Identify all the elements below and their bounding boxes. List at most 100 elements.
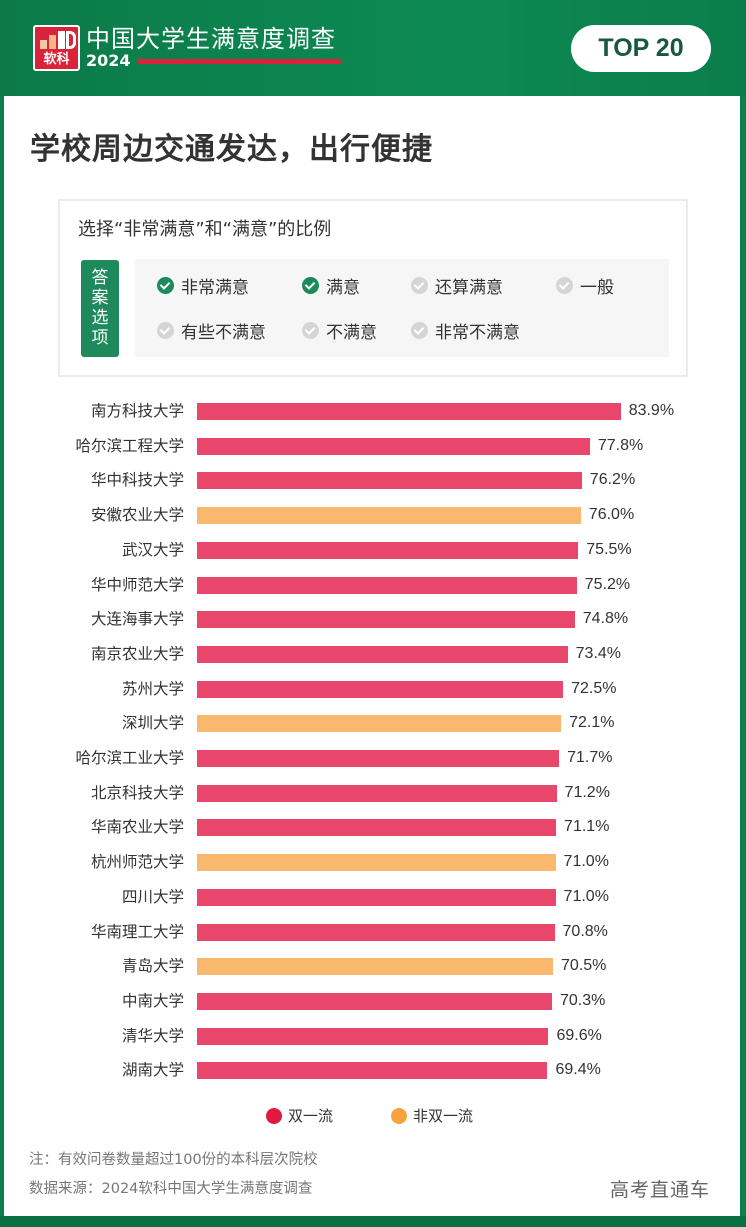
university-label: 华中师范大学	[90, 575, 184, 594]
chart-row: 安徽农业大学 76.0%	[0, 499, 746, 534]
legend-label: 双一流	[288, 1107, 334, 1125]
bar	[197, 680, 564, 698]
university-label: 哈尔滨工程大学	[75, 436, 184, 455]
option-very-satisfied: 非常满意	[157, 273, 249, 298]
value-label: 70.5%	[561, 957, 607, 975]
bar	[197, 437, 590, 455]
check-circle-icon	[411, 276, 428, 294]
value-label: 77.8%	[597, 436, 644, 454]
option-label: 不满意	[326, 322, 377, 343]
option-label: 非常满意	[181, 277, 249, 298]
value-label: 83.9%	[628, 402, 675, 419]
value-label: 75.2%	[584, 575, 631, 593]
value-label: 73.4%	[575, 644, 622, 662]
header-banner: 软科 中国大学生满意度调查 2024 TOP 20	[0, 0, 746, 96]
chart-row: 四川大学 71.0%	[0, 881, 746, 916]
value-label: 70.8%	[562, 922, 608, 940]
bar	[197, 888, 556, 906]
chart-row: 华中师范大学 75.2%	[0, 569, 746, 604]
logo-bar-icon	[58, 31, 65, 49]
value-label: 76.0%	[588, 506, 635, 524]
value-label: 75.5%	[586, 540, 632, 558]
bar	[197, 992, 552, 1010]
value-label: 76.2%	[589, 471, 636, 489]
logo-r-icon	[66, 31, 76, 49]
chart-row: 华南农业大学 71.1%	[0, 811, 746, 846]
value-label: 71.1%	[564, 818, 610, 836]
chart-row: 杭州师范大学 71.0%	[0, 846, 746, 881]
legend-label: 非双一流	[413, 1107, 474, 1125]
value-label: 71.2%	[564, 783, 610, 801]
value-label: 69.6%	[556, 1026, 602, 1044]
bar	[197, 541, 579, 559]
university-label: 大连海事大学	[90, 610, 184, 629]
option-label: 非常不满意	[435, 322, 520, 343]
chart-legend: 双一流 非双一流	[266, 1105, 531, 1126]
option-satisfied: 满意	[302, 273, 360, 298]
options-grid: 非常满意 满意 还算满意 一般 有些不满意 不满意 非常不满意	[135, 259, 669, 357]
value-label: 71.0%	[563, 887, 609, 905]
chart-row: 华中科技大学 76.2%	[0, 464, 746, 499]
university-label: 苏州大学	[121, 679, 184, 698]
chart-row: 华南理工大学 70.8%	[0, 916, 746, 951]
university-label: 深圳大学	[121, 714, 184, 733]
bar	[197, 645, 568, 663]
value-label: 72.5%	[571, 679, 617, 697]
tag-char: 选	[91, 308, 109, 328]
option-very-dissatisfied: 非常不满意	[411, 318, 520, 343]
bar	[197, 854, 556, 872]
tag-char: 项	[91, 328, 109, 348]
tag-char: 答	[91, 268, 109, 288]
chart-row: 清华大学 69.6%	[0, 1020, 746, 1055]
bar	[197, 784, 557, 802]
bar	[197, 923, 555, 941]
brand-title: 中国大学生满意度调查	[86, 25, 336, 53]
bar	[197, 750, 560, 767]
bar	[197, 1027, 549, 1045]
chart-row: 北京科技大学 71.2%	[0, 777, 746, 812]
bar	[197, 576, 577, 594]
logo-bar-icon	[40, 40, 47, 49]
university-label: 四川大学	[121, 887, 184, 906]
option-dissatisfied: 不满意	[302, 318, 377, 343]
bottom-band	[0, 1216, 746, 1227]
check-circle-icon	[157, 276, 174, 294]
orange-dot-icon	[391, 1107, 408, 1124]
university-label: 哈尔滨工业大学	[75, 749, 184, 767]
bar	[197, 819, 557, 837]
option-label: 满意	[326, 277, 360, 298]
university-label: 中南大学	[121, 991, 184, 1010]
university-label: 清华大学	[121, 1026, 184, 1045]
check-circle-icon	[157, 321, 174, 339]
chart-row: 青岛大学 70.5%	[0, 950, 746, 985]
value-label: 69.4%	[555, 1061, 601, 1079]
university-label: 南方科技大学	[90, 402, 184, 420]
bar	[197, 611, 575, 629]
tag-char: 案	[91, 288, 109, 308]
option-neutral: 一般	[556, 273, 614, 298]
university-label: 杭州师范大学	[90, 853, 184, 872]
option-label: 有些不满意	[181, 322, 266, 343]
option-somewhat-dissatisfied: 有些不满意	[157, 318, 266, 343]
chart-row: 南京农业大学 73.4%	[0, 638, 746, 673]
university-label: 南京农业大学	[90, 644, 184, 663]
chart-row: 哈尔滨工业大学 71.7%	[0, 742, 746, 777]
value-label: 72.1%	[569, 714, 615, 732]
university-label: 安徽农业大学	[90, 506, 184, 525]
university-label: 北京科技大学	[90, 783, 184, 802]
top-20-badge: TOP 20	[571, 25, 711, 72]
university-label: 华中科技大学	[90, 471, 184, 490]
bar	[197, 958, 554, 976]
check-circle-icon	[556, 276, 573, 294]
chart-row: 武汉大学 75.5%	[0, 534, 746, 569]
logo-text: 软科	[43, 52, 70, 67]
legend-item-non-double-first-class: 非双一流	[391, 1105, 473, 1126]
option-label: 一般	[580, 277, 614, 298]
brand-year: 2024	[86, 51, 131, 70]
university-label: 华南农业大学	[90, 818, 184, 837]
watermark: 高考直通车	[610, 1179, 711, 1201]
red-dot-icon	[266, 1107, 282, 1124]
chart-row: 哈尔滨工程大学 77.8%	[0, 430, 746, 465]
shanghairanking-logo: 软科	[33, 25, 80, 71]
options-title: 选择“非常满意”和“满意”的比例	[78, 219, 332, 240]
